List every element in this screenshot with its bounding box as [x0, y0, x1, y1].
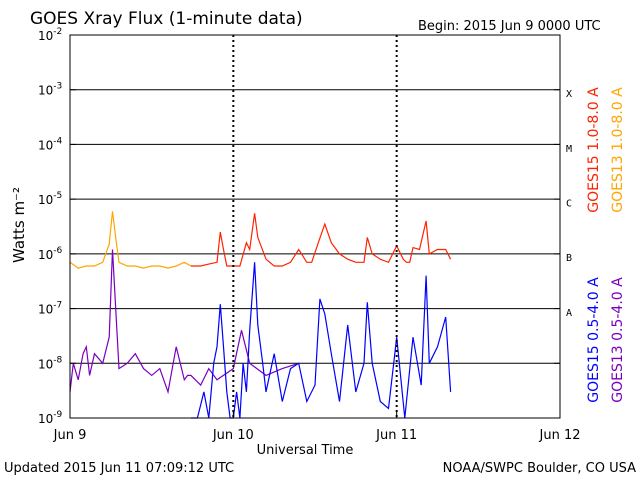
x-tick-label: Jun 12 — [539, 428, 581, 443]
updated-time: Updated 2015 Jun 11 07:09:12 UTC — [4, 461, 234, 476]
series-line — [69, 249, 299, 395]
y-tick-label: 10-7 — [38, 301, 62, 317]
x-tick-label: Jun 9 — [53, 428, 87, 443]
series-lines — [69, 211, 452, 419]
flare-class-label: X — [566, 89, 572, 100]
credit: NOAA/SWPC Boulder, CO USA — [443, 461, 636, 476]
day-separators — [232, 35, 398, 418]
plot-frame — [69, 34, 561, 419]
flare-class-label: A — [566, 308, 572, 319]
x-tick-label: Jun 10 — [212, 428, 254, 443]
y-tick-label: 10-3 — [38, 82, 62, 98]
x-axis-ticks: Jun 9 Jun 10 Jun 11 Jun 12 — [53, 412, 581, 443]
y-tick-label: 10-5 — [38, 191, 62, 207]
y-tick-label: 10-2 — [38, 27, 62, 43]
legend-entry: GOES13 0.5-4.0 A — [610, 277, 626, 403]
x-axis-label: Universal Time — [257, 443, 354, 458]
y-axis-label: Watts m⁻² — [10, 187, 28, 263]
flare-class-label: C — [566, 199, 572, 210]
series-line — [69, 211, 192, 269]
y-tick-label: 10-6 — [38, 246, 63, 262]
series-line — [190, 213, 452, 267]
flare-class-label: M — [566, 144, 572, 155]
legend: GOES15 1.0-8.0 A GOES13 1.0-8.0 A GOES15 0… — [586, 87, 626, 403]
y-tick-label: 10-9 — [38, 410, 63, 426]
legend-entry: GOES15 1.0-8.0 A — [586, 87, 602, 213]
legend-entry: GOES13 1.0-8.0 A — [610, 87, 626, 213]
x-tick-label: Jun 11 — [375, 428, 417, 443]
begin-time: Begin: 2015 Jun 9 0000 UTC — [418, 19, 601, 34]
y-tick-label: 10-8 — [38, 355, 63, 371]
gridlines — [70, 34, 560, 419]
flare-class-labels: A B C M X — [566, 89, 572, 319]
flare-class-label: B — [566, 253, 572, 264]
y-tick-label: 10-4 — [38, 136, 63, 152]
chart-title: GOES Xray Flux (1-minute data) — [30, 9, 303, 29]
series-line — [190, 262, 452, 419]
legend-entry: GOES15 0.5-4.0 A — [586, 277, 602, 403]
